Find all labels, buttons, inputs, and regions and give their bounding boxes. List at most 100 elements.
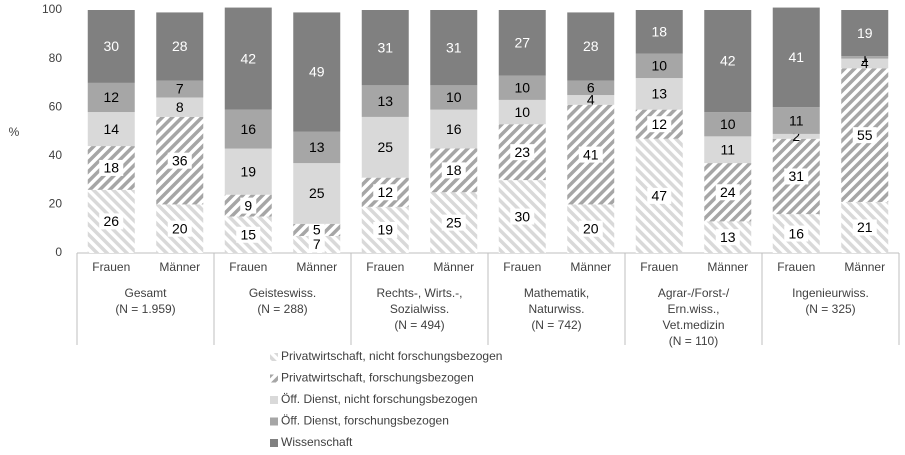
legend-swatch bbox=[270, 374, 278, 383]
group-label: Gesamt bbox=[124, 286, 167, 300]
bar-segment bbox=[841, 56, 889, 59]
legend-label: Öff. Dienst, forschungsbezogen bbox=[281, 414, 449, 428]
data-label: 13 bbox=[720, 229, 736, 245]
data-label: 31 bbox=[788, 168, 804, 184]
data-label: 14 bbox=[103, 121, 119, 137]
data-label: 55 bbox=[857, 127, 873, 143]
group-label: (N = 742) bbox=[531, 318, 581, 332]
bar-segment bbox=[498, 99, 546, 125]
legend-swatch bbox=[270, 396, 278, 404]
data-label: 28 bbox=[583, 38, 599, 54]
data-label: 20 bbox=[172, 220, 188, 236]
bar-segment bbox=[635, 53, 683, 79]
bar-segment bbox=[704, 10, 752, 113]
data-label: 30 bbox=[514, 208, 530, 224]
group-label: (N = 494) bbox=[394, 318, 444, 332]
data-label: 42 bbox=[240, 50, 256, 66]
data-label-bg bbox=[715, 184, 740, 201]
x-tick-label: Frauen bbox=[229, 260, 267, 274]
data-label: 25 bbox=[309, 185, 325, 201]
data-label: 16 bbox=[240, 121, 256, 137]
x-tick-label: Frauen bbox=[92, 260, 130, 274]
data-label-bg bbox=[308, 221, 325, 238]
y-axis-label: % bbox=[9, 125, 20, 139]
bar-segment bbox=[87, 82, 135, 113]
data-label-bg bbox=[852, 127, 877, 144]
data-label: 11 bbox=[720, 141, 735, 157]
data-label: 41 bbox=[583, 146, 599, 162]
data-label: 12 bbox=[103, 89, 119, 105]
data-label: 7 bbox=[313, 236, 321, 252]
data-label-bg bbox=[167, 220, 192, 237]
data-label: 27 bbox=[514, 35, 530, 51]
bar-segment bbox=[361, 10, 409, 86]
data-label: 1 bbox=[861, 49, 869, 65]
bar-segment bbox=[567, 12, 615, 81]
data-label: 21 bbox=[857, 219, 873, 235]
bar-segment bbox=[498, 10, 546, 76]
data-label: 15 bbox=[240, 226, 256, 242]
data-label: 19 bbox=[857, 25, 873, 41]
group-label: Agrar-/Forst-/ bbox=[658, 286, 730, 300]
data-label: 12 bbox=[651, 116, 667, 132]
bar-segment bbox=[704, 112, 752, 137]
y-tick-label: 100 bbox=[42, 2, 62, 16]
data-label: 23 bbox=[514, 144, 530, 160]
data-label-bg bbox=[99, 159, 124, 176]
data-label: 18 bbox=[651, 24, 667, 40]
data-label-bg bbox=[236, 226, 261, 243]
bar-segment bbox=[430, 10, 478, 86]
data-label: 12 bbox=[377, 184, 393, 200]
data-label-bg bbox=[240, 197, 257, 214]
bar-segment bbox=[635, 78, 683, 110]
bar-segment bbox=[156, 80, 204, 98]
data-label-bg bbox=[647, 187, 672, 204]
data-label: 25 bbox=[377, 139, 393, 155]
legend-label: Wissenschaft bbox=[281, 435, 353, 449]
group-label: Ern.wiss., bbox=[667, 302, 719, 316]
bar-segment bbox=[156, 12, 204, 81]
bar-segment bbox=[430, 85, 478, 110]
data-label-bg bbox=[441, 162, 466, 179]
data-label-bg bbox=[373, 184, 398, 201]
bar-segment bbox=[87, 10, 135, 83]
group-label: (N = 110) bbox=[669, 334, 718, 348]
data-label: 16 bbox=[446, 121, 462, 137]
group-label: (N = 325) bbox=[805, 302, 855, 316]
x-tick-label: Frauen bbox=[366, 260, 404, 274]
bar-segment bbox=[293, 163, 341, 224]
x-tick-label: Frauen bbox=[777, 260, 815, 274]
group-label: Ingenieurwiss. bbox=[792, 286, 869, 300]
data-label: 10 bbox=[514, 79, 530, 95]
data-label: 13 bbox=[651, 86, 667, 102]
group-label: (N = 288) bbox=[257, 302, 307, 316]
bar-segment bbox=[361, 116, 409, 178]
bar-segment bbox=[224, 109, 272, 149]
y-tick-label: 0 bbox=[55, 245, 62, 259]
data-label: 6 bbox=[587, 79, 595, 95]
bar-segment bbox=[772, 107, 820, 134]
legend-swatch bbox=[270, 439, 278, 447]
y-tick-label: 60 bbox=[49, 99, 63, 113]
data-label: 28 bbox=[172, 38, 188, 54]
data-label: 19 bbox=[240, 163, 256, 179]
bar-segment bbox=[635, 10, 683, 54]
x-tick-label: Männer bbox=[433, 260, 474, 274]
data-label: 42 bbox=[720, 53, 736, 69]
group-label: Mathematik, bbox=[524, 286, 589, 300]
data-label-bg bbox=[578, 220, 603, 237]
bar-segment bbox=[704, 136, 752, 164]
y-tick-label: 80 bbox=[49, 51, 63, 65]
y-tick-label: 20 bbox=[49, 197, 63, 211]
data-label: 10 bbox=[514, 104, 530, 120]
data-label: 7 bbox=[176, 81, 184, 97]
legend-swatch bbox=[270, 417, 278, 426]
group-label: Naturwiss. bbox=[528, 302, 584, 316]
data-label: 24 bbox=[720, 184, 736, 200]
bar-segment bbox=[87, 112, 135, 147]
data-label: 16 bbox=[788, 225, 804, 241]
group-label: Sozialwiss. bbox=[390, 302, 449, 316]
data-label-bg bbox=[510, 208, 535, 225]
data-label: 20 bbox=[583, 220, 599, 236]
